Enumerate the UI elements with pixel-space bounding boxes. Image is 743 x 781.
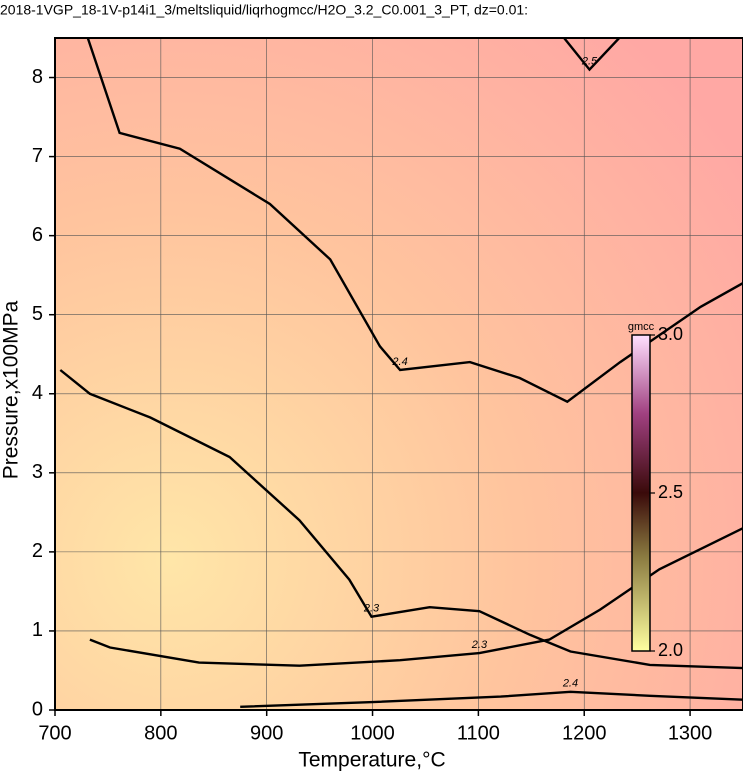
plot-background [55,38,743,710]
y-tick-label: 6 [32,224,43,246]
x-tick-label: 1100 [457,722,500,744]
colorbar-tick-label: 2.0 [658,640,683,660]
y-axis-label: Pressure,x100MPa [0,300,23,479]
x-tick-label: 800 [144,722,177,744]
chart-title: 2018-1VGP_18-1V-p14i1_3/meltsliquid/liqr… [0,2,528,18]
x-tick-label: 1300 [668,722,713,744]
y-tick-label: 0 [32,698,43,720]
contour-line [563,38,621,72]
contour-label: 2.4 [391,356,407,368]
contour-line [240,690,743,708]
x-tick-label: 700 [38,722,71,744]
colorbar-tick-label: 2.5 [658,482,683,502]
y-tick-label: 1 [32,619,43,641]
y-tick-label: 8 [32,66,43,88]
contour-label: 2.3 [471,639,488,651]
x-axis-label: Temperature,°C [298,749,445,772]
y-tick-label: 4 [32,382,43,404]
contour-line [86,38,743,404]
y-tick-label: 7 [32,145,43,167]
plot-frame [54,37,743,711]
x-tick-label: 1200 [562,722,607,744]
contour-label: 2.5 [581,56,598,68]
colorbar-title: gmcc [628,321,655,333]
x-tick-label: 900 [250,722,283,744]
contour-label: 2.3 [363,603,380,615]
y-tick-label: 3 [32,461,43,483]
contours: 2.4 2.3 2.3 2.4 2.5 [59,38,743,708]
contour-label: 2.4 [562,678,578,690]
colorbar-tick-label: 3.0 [658,324,683,344]
y-tick-label: 5 [32,303,43,325]
colorbar [631,334,651,652]
contour-line [59,369,743,670]
y-tick-label: 2 [32,540,43,562]
x-tick-label: 1000 [350,722,395,744]
contour-line [89,527,743,667]
